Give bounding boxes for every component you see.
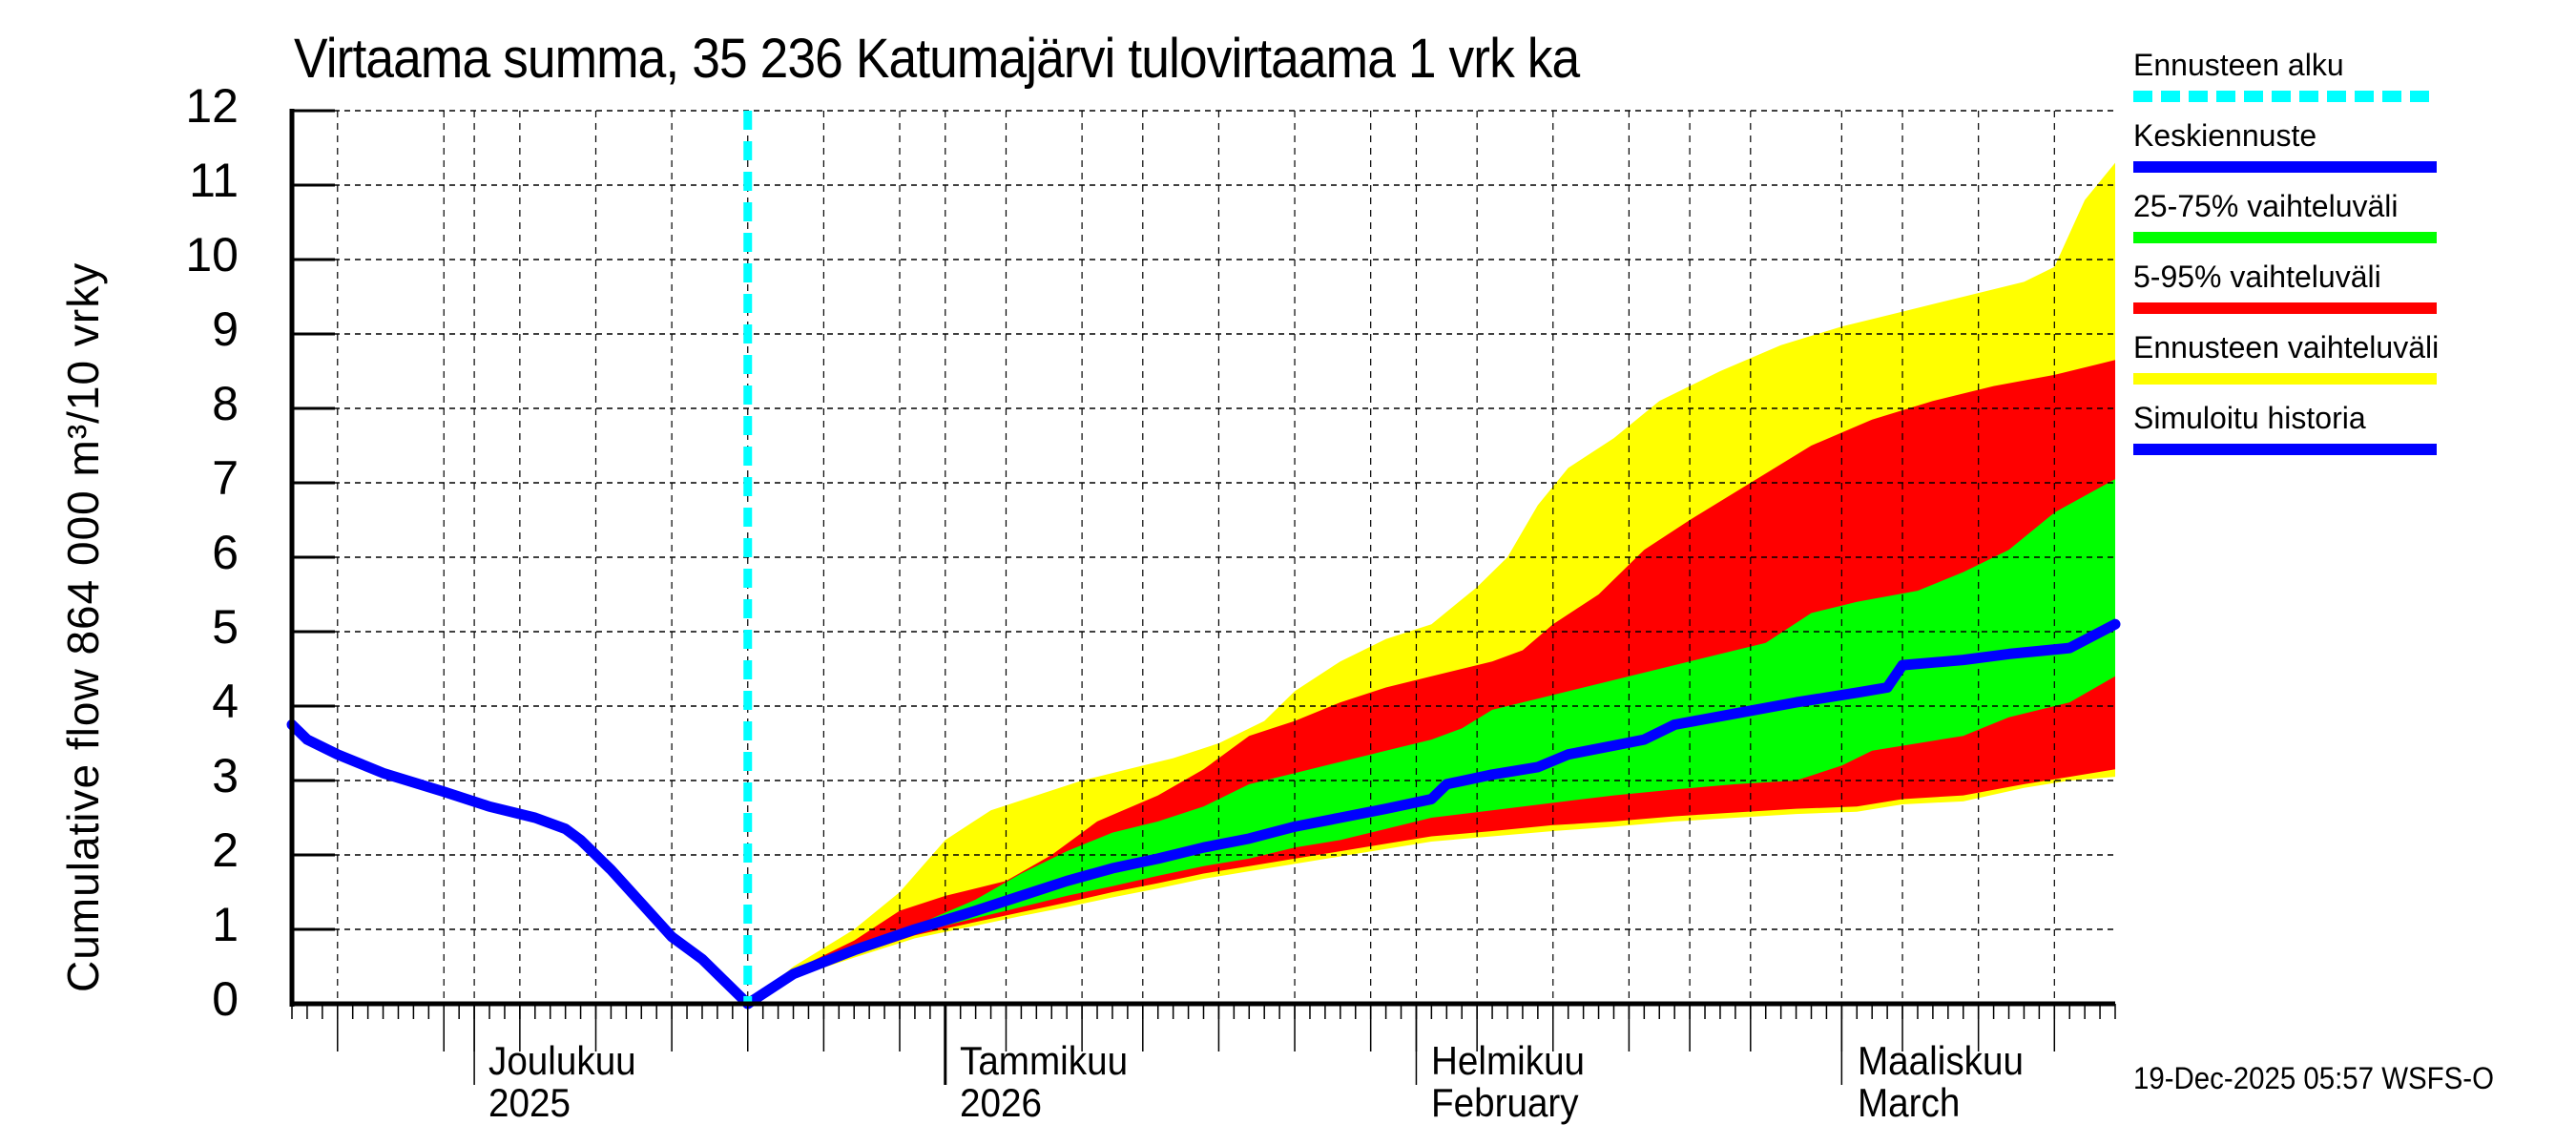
x-label-february-month: Helmikuu [1431,1038,1586,1083]
y-tick-3: 3 [212,749,239,802]
timestamp-footer: 19-Dec-2025 05:57 WSFS-O [2133,1061,2494,1095]
y-tick-7: 7 [212,451,239,505]
chart-title: Virtaama summa, 35 236 Katumajärvi tulov… [294,28,1580,90]
x-label-december-year: 2025 [488,1080,571,1125]
y-tick-5: 5 [212,600,239,654]
y-tick-4: 4 [212,675,239,728]
green-swatch-icon [2133,232,2437,243]
legend-item-median-forecast: Keskiennuste [2133,118,2534,189]
legend-label: Keskiennuste [2133,118,2317,153]
y-tick-12: 12 [185,79,239,133]
yellow-swatch-icon [2133,373,2437,385]
series-lines [286,111,2121,1010]
x-label-march-en: March [1858,1080,1961,1125]
x-label-february: Helmikuu February [1431,1040,1585,1124]
x-label-january: Tammikuu 2026 [960,1040,1128,1124]
legend-label: Ennusteen vaihteluväli [2133,330,2440,364]
legend-label: Ennusteen alku [2133,48,2344,82]
legend-item-simulated-history: Simuloitu historia [2133,401,2534,471]
x-label-january-year: 2026 [960,1080,1042,1125]
red-swatch-icon [2133,302,2437,314]
legend-label: Simuloitu historia [2133,401,2366,435]
x-label-january-month: Tammikuu [960,1038,1129,1083]
legend-item-forecast-range: Ennusteen vaihteluväli [2133,330,2534,401]
dashed-line-swatch-icon [2133,91,2437,102]
legend: Ennusteen alku Keskiennuste 25-75% vaiht… [2133,48,2534,471]
blue-line-swatch-icon [2133,161,2437,173]
y-tick-0: 0 [212,972,239,1026]
y-tick-9: 9 [212,302,239,356]
x-label-december-month: Joulukuu [488,1038,636,1083]
x-label-february-en: February [1431,1080,1579,1125]
y-tick-11: 11 [189,154,239,207]
y-tick-2: 2 [212,823,239,877]
x-label-december: Joulukuu 2025 [488,1040,636,1124]
legend-label: 25-75% vaihteluväli [2133,189,2399,223]
y-tick-6: 6 [212,526,239,579]
legend-item-5-95: 5-95% vaihteluväli [2133,260,2534,330]
x-label-march-month: Maaliskuu [1858,1038,2024,1083]
y-tick-10: 10 [185,228,239,281]
legend-item-25-75: 25-75% vaihteluväli [2133,189,2534,260]
x-label-march: Maaliskuu March [1858,1040,2024,1124]
legend-label: 5-95% vaihteluväli [2133,260,2381,294]
legend-item-forecast-start: Ennusteen alku [2133,48,2534,118]
y-tick-8: 8 [212,377,239,430]
blue-line-swatch-icon [2133,444,2437,455]
axes [289,109,2116,1085]
grid-lines [292,110,2115,1004]
forecast-bands [747,162,2115,1005]
y-tick-1: 1 [212,898,239,951]
